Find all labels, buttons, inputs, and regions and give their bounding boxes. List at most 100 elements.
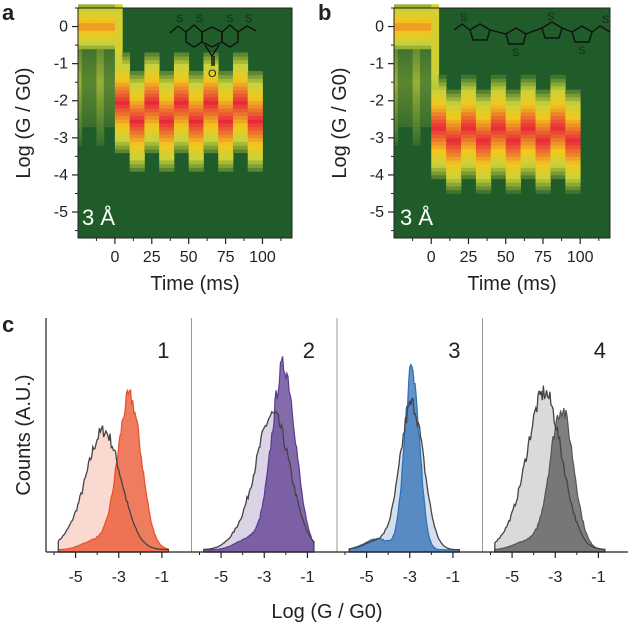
heatmap-cell: [118, 33, 123, 39]
heatmap-cell: [490, 163, 495, 168]
heatmap-cell: [423, 37, 428, 42]
heatmap-cell: [92, 97, 97, 102]
heatmap-cell: [203, 108, 208, 113]
heatmap-cell: [140, 111, 145, 116]
heatmap-cell: [490, 82, 495, 87]
heatmap-cell: [111, 11, 116, 16]
heatmap-cell: [258, 163, 263, 168]
heatmap-cell: [118, 141, 123, 146]
heatmap-cell: [251, 89, 256, 94]
heatmap-cell: [240, 78, 245, 83]
x-axis-label-b: Time (ms): [467, 273, 556, 295]
heatmap-cell: [483, 126, 488, 131]
heatmap-cell: [122, 119, 127, 124]
heatmap-cell: [405, 100, 410, 105]
heatmap-cell: [401, 30, 406, 35]
heatmap-cell: [81, 33, 86, 39]
heatmap-cell: [159, 160, 164, 165]
heatmap-cell: [405, 59, 410, 65]
heatmap-cell: [535, 134, 540, 139]
heatmap-cell: [520, 78, 525, 83]
heatmap-cell: [155, 100, 160, 105]
heatmap-cell: [196, 130, 201, 135]
heatmap-cell: [151, 134, 156, 139]
heatmap-cell: [494, 93, 499, 98]
heatmap-cell: [453, 148, 458, 154]
heatmap-cell: [453, 97, 458, 102]
heatmap-cell: [159, 145, 164, 150]
heatmap-cell: [173, 108, 179, 113]
heatmap-cell: [170, 141, 175, 146]
heatmap-cell: [203, 130, 208, 135]
heatmap-cell: [236, 126, 241, 131]
heatmap-cell: [561, 123, 566, 128]
heatmap-cell: [479, 178, 484, 183]
heatmap-cell: [107, 48, 112, 53]
heatmap-cell: [137, 115, 142, 120]
heatmap-cell: [565, 119, 570, 124]
heatmap-cell: [554, 93, 559, 98]
heatmap-cell: [170, 152, 175, 157]
heatmap-cell: [554, 134, 559, 139]
heatmap-cell: [539, 100, 544, 105]
heatmap-cell: [554, 111, 559, 116]
heatmap-cell: [85, 85, 90, 91]
heatmap-cell: [114, 26, 119, 31]
heatmap-cell: [487, 186, 492, 191]
heatmap-cell: [181, 97, 186, 102]
heatmap-cell: [151, 82, 156, 87]
heatmap-cell: [85, 97, 90, 102]
heatmap-cell: [251, 100, 256, 105]
heatmap-cell: [214, 115, 219, 120]
heatmap-cell: [423, 111, 428, 116]
heatmap-cell: [148, 89, 153, 94]
heatmap-cell: [118, 4, 123, 9]
heatmap-cell: [214, 137, 219, 142]
heatmap-cell: [401, 8, 406, 13]
heatmap-cell: [255, 93, 260, 98]
heatmap-cell: [170, 89, 175, 94]
heatmap-cell: [107, 78, 112, 83]
heatmap-cell: [546, 178, 551, 183]
heatmap-cell: [85, 108, 90, 113]
heatmap-cell: [487, 89, 492, 94]
heatmap-cell: [225, 108, 230, 113]
heatmap-cell: [85, 82, 90, 87]
heatmap-cell: [148, 126, 153, 131]
heatmap-cell: [457, 104, 462, 109]
heatmap-cell: [542, 108, 548, 113]
heatmap-cell: [557, 163, 562, 168]
heatmap-cell: [531, 174, 536, 180]
heatmap-cell: [170, 134, 175, 139]
heatmap-cell: [479, 174, 484, 180]
heatmap-cell: [449, 115, 454, 120]
heatmap-cell: [394, 78, 399, 83]
heatmap-cell: [412, 123, 417, 128]
heatmap-cell: [531, 145, 536, 150]
heatmap-cell: [192, 108, 197, 113]
heatmap-cell: [535, 97, 540, 102]
heatmap-cell: [173, 111, 179, 116]
heatmap-cell: [546, 156, 551, 161]
heatmap-cell: [427, 22, 432, 27]
heatmap-cell: [550, 171, 555, 176]
heatmap-cell: [188, 82, 193, 87]
heatmap-cell: [107, 37, 112, 42]
heatmap-cell: [103, 115, 108, 120]
heatmap-cell: [554, 167, 559, 172]
heatmap-cell: [192, 78, 197, 83]
heatmap-cell: [244, 67, 249, 72]
heatmap-cell: [111, 89, 116, 94]
heatmap-cell: [244, 71, 249, 76]
heatmap-cell: [229, 148, 234, 154]
heatmap-cell: [85, 104, 90, 109]
heatmap-cell: [225, 100, 230, 105]
heatmap-cell: [502, 119, 507, 124]
heatmap-cell: [561, 160, 566, 165]
heatmap-cell: [449, 89, 454, 94]
heatmap-cell: [155, 93, 160, 98]
heatmap-cell: [173, 85, 179, 91]
heatmap-cell: [100, 26, 105, 31]
heatmap-cell: [502, 93, 507, 98]
